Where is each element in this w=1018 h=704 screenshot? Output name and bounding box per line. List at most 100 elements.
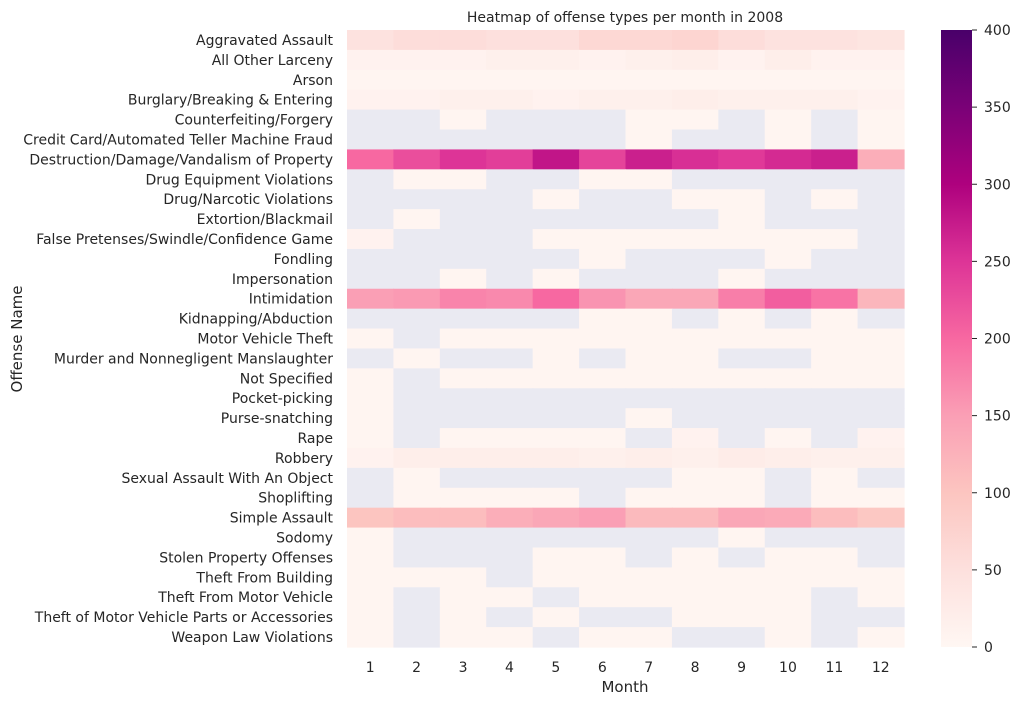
heatmap-cell <box>764 408 812 429</box>
heatmap-cell <box>393 209 441 230</box>
x-axis-label: Month <box>601 678 648 696</box>
heatmap-cell <box>579 428 627 449</box>
x-tick-label: 10 <box>779 660 797 676</box>
colorbar-ticks: 0 50 100 150 200 250 300 350 400 <box>972 23 1011 656</box>
y-tick-label: Kidnapping/Abduction <box>179 312 333 328</box>
heatmap-cell <box>486 627 534 648</box>
heatmap-cell <box>439 348 487 369</box>
heatmap-cell <box>671 169 719 190</box>
heatmap-cell <box>764 109 812 131</box>
heatmap-cell <box>857 248 905 270</box>
heatmap-cell <box>718 308 766 330</box>
heatmap-cell <box>439 49 487 71</box>
heatmap-cell <box>625 248 673 270</box>
heatmap-cell <box>811 507 859 529</box>
heatmap-cell <box>625 587 673 608</box>
heatmap-cell <box>625 69 673 91</box>
heatmap-cell <box>347 109 395 131</box>
heatmap-cell <box>625 507 673 529</box>
heatmap-cell <box>671 428 719 449</box>
heatmap-cell <box>718 328 766 350</box>
heatmap-cell <box>439 109 487 131</box>
heatmap-cell <box>857 109 905 131</box>
x-tick-label: 3 <box>459 660 468 676</box>
heatmap-cell <box>857 149 905 170</box>
chart-title: Heatmap of offense types per month in 20… <box>467 10 783 26</box>
x-tick-label: 1 <box>366 660 375 676</box>
heatmap-cell <box>718 69 766 91</box>
heatmap-cell <box>579 69 627 91</box>
heatmap-cell <box>486 149 534 170</box>
heatmap-cell <box>393 388 441 409</box>
heatmap-cell <box>486 49 534 71</box>
heatmap-cell <box>439 408 487 429</box>
heatmap-cell <box>393 447 441 469</box>
heatmap-cell <box>579 467 627 489</box>
heatmap-cell <box>811 248 859 270</box>
heatmap-cell <box>764 129 812 151</box>
heatmap-cell <box>393 49 441 71</box>
heatmap-cell <box>811 268 859 290</box>
heatmap-cell <box>625 527 673 549</box>
heatmap-cell <box>718 567 766 588</box>
heatmap-cell <box>718 388 766 409</box>
heatmap-cell <box>393 368 441 389</box>
heatmap-cell <box>811 69 859 91</box>
heatmap-cell <box>857 368 905 389</box>
heatmap-cell <box>857 587 905 608</box>
heatmap-cell <box>579 30 627 51</box>
heatmap-cell <box>718 587 766 608</box>
heatmap-cell <box>718 248 766 270</box>
heatmap-cell <box>718 89 766 111</box>
heatmap-cell <box>671 69 719 91</box>
heatmap-cell <box>579 209 627 230</box>
y-tick-label: Burglary/Breaking & Entering <box>128 93 333 109</box>
heatmap-cell <box>393 507 441 529</box>
heatmap-cell <box>625 89 673 111</box>
heatmap-cell <box>532 69 580 91</box>
heatmap-cell <box>532 607 580 628</box>
heatmap-cell <box>393 229 441 250</box>
heatmap-cell <box>764 69 812 91</box>
heatmap-cell <box>764 627 812 648</box>
heatmap-cell <box>579 388 627 409</box>
heatmap-cell <box>671 49 719 71</box>
y-tick-label: Sexual Assault With An Object <box>121 471 333 487</box>
heatmap-cell <box>347 169 395 190</box>
heatmap-cell <box>486 328 534 350</box>
heatmap-cell <box>439 447 487 469</box>
heatmap-cell <box>811 567 859 588</box>
heatmap-cell <box>625 288 673 310</box>
heatmap-cell <box>718 169 766 190</box>
heatmap-cell <box>393 587 441 608</box>
heatmap-cell <box>671 388 719 409</box>
heatmap-cell <box>857 209 905 230</box>
heatmap-cell <box>764 428 812 449</box>
heatmap-cell <box>625 388 673 409</box>
colorbar-tick-label: 200 <box>984 332 1011 348</box>
heatmap-cell <box>671 527 719 549</box>
heatmap-cell <box>579 149 627 170</box>
heatmap-cell <box>579 49 627 71</box>
heatmap-cell <box>718 428 766 449</box>
heatmap-cell <box>347 567 395 588</box>
heatmap-cell <box>393 189 441 210</box>
y-tick-label: Extortion/Blackmail <box>197 212 333 228</box>
heatmap-cells <box>347 30 905 648</box>
heatmap-cell <box>347 328 395 350</box>
heatmap-cell <box>857 627 905 648</box>
heatmap-cell <box>718 209 766 230</box>
heatmap-cell <box>671 149 719 170</box>
heatmap-cell <box>811 428 859 449</box>
heatmap-cell <box>579 567 627 588</box>
heatmap-cell <box>811 627 859 648</box>
heatmap-cell <box>486 607 534 628</box>
y-tick-label: Murder and Nonnegligent Manslaughter <box>54 351 333 367</box>
heatmap-cell <box>718 229 766 250</box>
heatmap-cell <box>486 567 534 588</box>
heatmap-cell <box>393 547 441 568</box>
heatmap-cell <box>671 268 719 290</box>
heatmap-cell <box>579 109 627 131</box>
heatmap-cell <box>393 467 441 489</box>
